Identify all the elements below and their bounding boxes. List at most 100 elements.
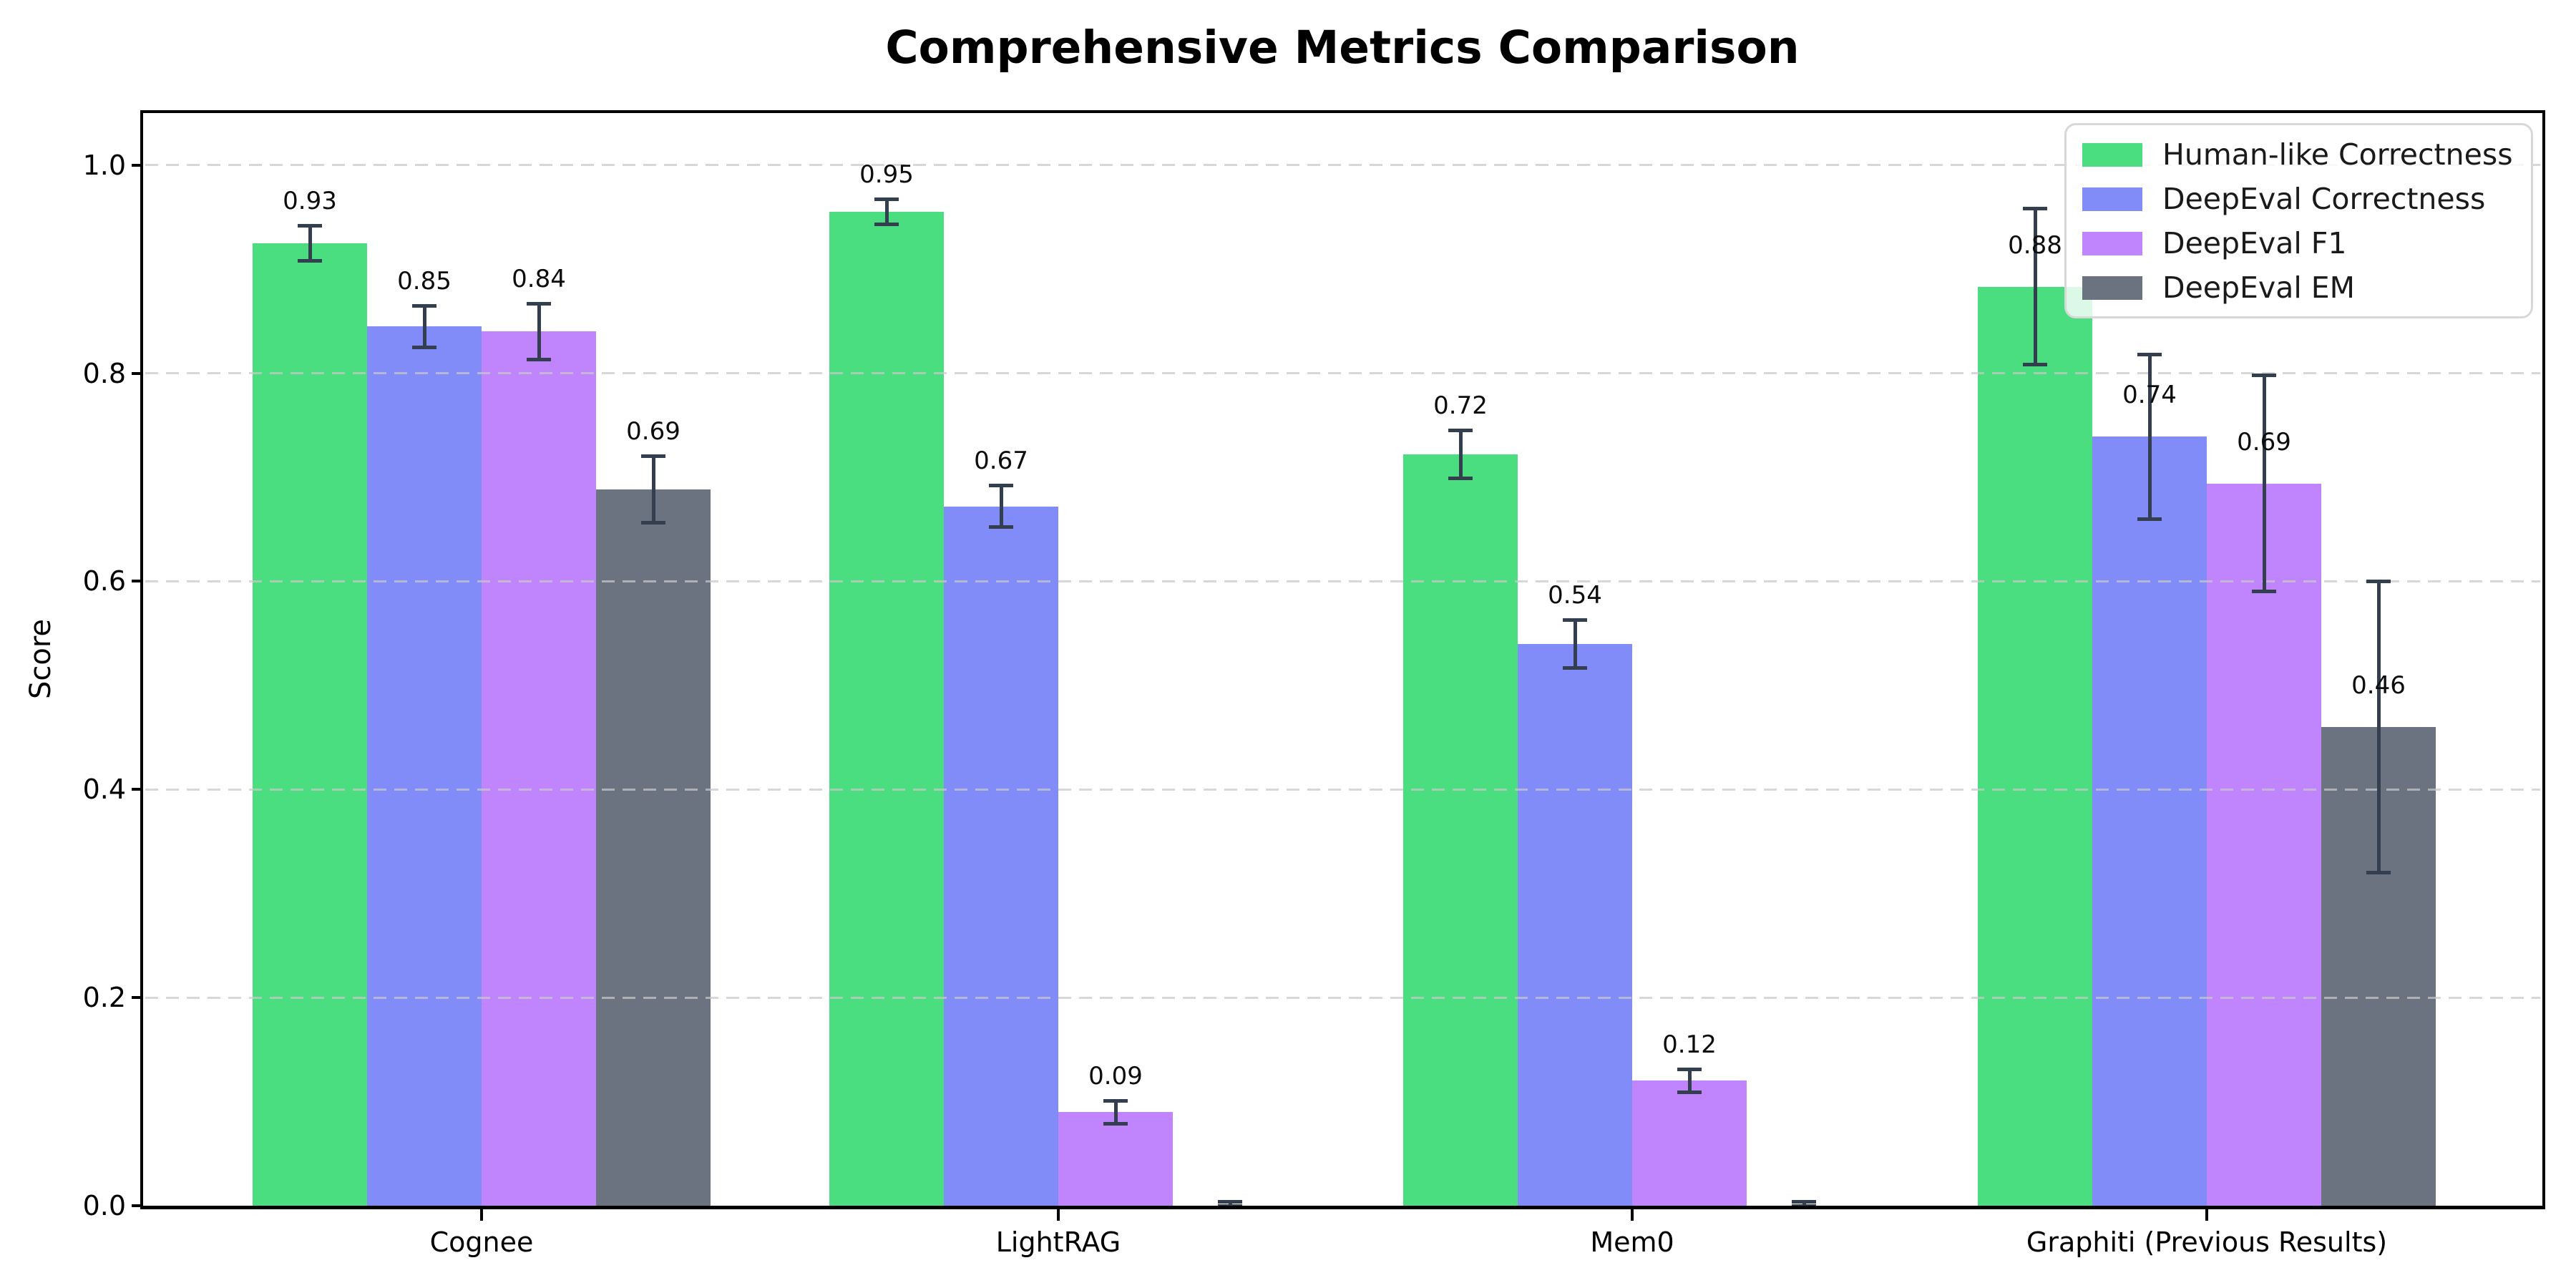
bar-value-label: 0.54	[1548, 580, 1602, 610]
bar-Mem0-Human-like Correctness	[1403, 454, 1518, 1206]
error-bar-cap-bottom	[2252, 590, 2276, 594]
error-bar-line	[1802, 1201, 1806, 1206]
error-bar-cap-top	[1448, 429, 1473, 433]
y-tick-mark	[132, 580, 143, 583]
y-tick-label: 0.4	[82, 774, 126, 806]
bar-value-label: 0.93	[283, 186, 337, 215]
x-tick-mark	[2205, 1209, 2208, 1221]
bar-value-label: 0.09	[1088, 1061, 1143, 1091]
bar-value-label: 0.84	[512, 264, 566, 293]
error-bar-line	[1687, 1069, 1692, 1093]
error-bar-line	[651, 456, 655, 523]
x-tick-label: Graphiti (Previous Results)	[2026, 1226, 2388, 1258]
legend-item: Human-like Correctness	[2082, 132, 2531, 177]
gridline	[145, 580, 2540, 582]
error-bar-line	[2262, 375, 2266, 592]
error-bar-cap-bottom	[527, 358, 551, 362]
error-bar-line	[537, 303, 541, 360]
bar-LightRAG-Human-like Correctness	[829, 212, 944, 1206]
bar-value-label: 0.74	[2122, 381, 2177, 410]
bar-value-label: 0.69	[2237, 427, 2291, 457]
bar-value-label: 0.46	[2351, 671, 2406, 701]
error-bar-line	[1228, 1201, 1232, 1206]
bar-Cognee-Human-like Correctness	[253, 243, 367, 1206]
x-tick-label: LightRAG	[995, 1226, 1121, 1258]
error-bar-line	[2147, 354, 2152, 519]
bar-value-label: 0.69	[626, 417, 680, 447]
error-bar-cap-top	[2137, 352, 2162, 356]
bar-Cognee-DeepEval F1	[482, 331, 596, 1206]
legend-swatch	[2082, 187, 2142, 211]
legend: Human-like Correctness DeepEval Correctne…	[2064, 123, 2533, 318]
error-bar-cap-top	[874, 197, 899, 202]
bar-Graphiti (Previous Results)-DeepEval F1	[2207, 483, 2321, 1206]
error-bar-cap-bottom	[1448, 476, 1473, 480]
y-tick-mark	[132, 788, 143, 791]
y-axis-label: Score	[24, 618, 57, 700]
y-tick-mark	[132, 371, 143, 375]
error-bar-cap-bottom	[2023, 363, 2047, 367]
error-bar-cap-bottom	[412, 345, 436, 349]
error-bar-cap-bottom	[1792, 1204, 1816, 1208]
y-tick-label: 0.0	[82, 1190, 126, 1221]
bar-value-label: 0.72	[1433, 391, 1488, 420]
error-bar-cap-bottom	[874, 223, 899, 227]
error-bar-line	[308, 225, 312, 261]
error-bar-cap-bottom	[2137, 517, 2162, 521]
error-bar-cap-bottom	[2366, 871, 2391, 875]
legend-swatch	[2082, 142, 2142, 167]
error-bar-cap-top	[1563, 618, 1587, 622]
bar-value-label: 0.12	[1662, 1030, 1717, 1059]
error-bar-cap-top	[989, 484, 1013, 488]
bar-Mem0-DeepEval F1	[1632, 1080, 1747, 1206]
gridline	[145, 788, 2540, 791]
x-tick-label: Cognee	[429, 1226, 534, 1258]
error-bar-cap-top	[641, 454, 665, 459]
bar-Graphiti (Previous Results)-Human-like Correctness	[1978, 286, 2092, 1206]
y-tick-label: 0.2	[82, 982, 126, 1014]
legend-item-label: Human-like Correctness	[2162, 137, 2513, 172]
error-bar-cap-bottom	[1563, 665, 1587, 670]
error-bar-cap-bottom	[1677, 1090, 1702, 1094]
legend-swatch	[2082, 231, 2142, 255]
bar-Cognee-DeepEval EM	[596, 489, 711, 1206]
x-tick-mark	[1631, 1209, 1634, 1221]
error-bar-cap-top	[2366, 579, 2391, 583]
bar-value-label: 0.85	[397, 266, 452, 296]
error-bar-cap-top	[1792, 1199, 1816, 1204]
error-bar-line	[2376, 581, 2381, 873]
bar-Cognee-DeepEval Correctness	[367, 326, 482, 1206]
y-tick-mark	[132, 163, 143, 167]
legend-swatch	[2082, 275, 2142, 300]
error-bar-line	[999, 485, 1003, 527]
y-tick-label: 0.8	[82, 357, 126, 389]
error-bar-cap-top	[527, 301, 551, 306]
error-bar-cap-top	[1103, 1098, 1128, 1103]
legend-item-label: DeepEval EM	[2162, 270, 2356, 305]
legend-item: DeepEval Correctness	[2082, 177, 2531, 221]
error-bar-line	[2033, 208, 2037, 365]
y-tick-mark	[132, 1204, 143, 1207]
error-bar-cap-top	[2023, 207, 2047, 211]
x-tick-mark	[1057, 1209, 1060, 1221]
error-bar-cap-bottom	[641, 521, 665, 525]
error-bar-cap-bottom	[989, 525, 1013, 530]
error-bar-cap-bottom	[1103, 1121, 1128, 1126]
bar-Mem0-DeepEval Correctness	[1518, 643, 1632, 1206]
error-bar-cap-bottom	[298, 259, 322, 263]
y-tick-label: 1.0	[82, 149, 126, 181]
gridline	[145, 372, 2540, 375]
error-bar-cap-top	[1218, 1199, 1242, 1204]
y-tick-mark	[132, 996, 143, 1000]
bar-value-label: 0.67	[974, 447, 1028, 476]
error-bar-cap-top	[298, 223, 322, 228]
gridline	[145, 164, 2540, 167]
legend-item-label: DeepEval F1	[2162, 226, 2347, 260]
error-bar-line	[1573, 620, 1577, 668]
error-bar-cap-bottom	[1218, 1204, 1242, 1208]
chart-title: Comprehensive Metrics Comparison	[885, 21, 1800, 74]
error-bar-line	[1458, 430, 1463, 479]
error-bar-line	[422, 306, 426, 348]
error-bar-cap-top	[1677, 1067, 1702, 1071]
